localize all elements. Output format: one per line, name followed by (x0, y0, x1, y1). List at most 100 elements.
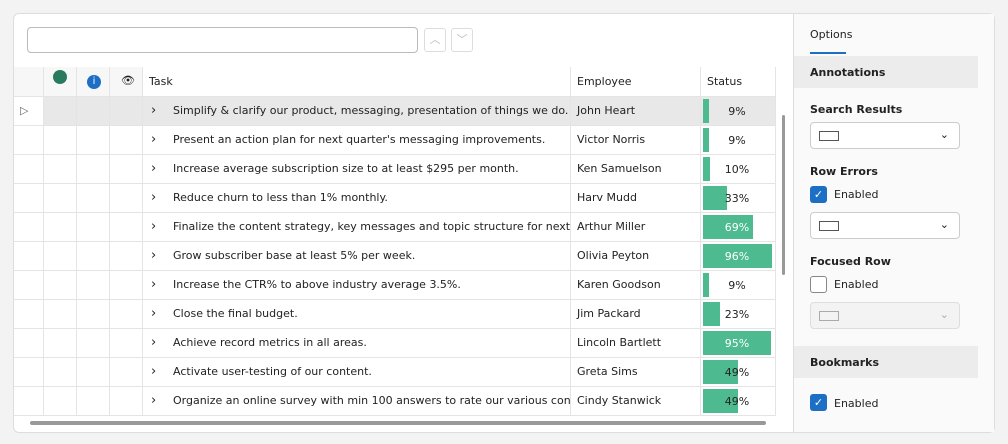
row-cell (110, 300, 143, 329)
row-cell (44, 213, 77, 242)
employee-cell[interactable]: Olivia Peyton (571, 242, 701, 271)
task-cell[interactable]: Simplify & clarify our product, messagin… (143, 97, 571, 126)
label: Focused Row (810, 255, 891, 268)
employee-cell[interactable]: Ken Samuelson (571, 155, 701, 184)
employee-cell[interactable]: Arthur Miller (571, 213, 701, 242)
task-cell[interactable]: Organize an online survey with min 100 a… (143, 387, 571, 416)
employee-cell[interactable]: John Heart (571, 97, 701, 126)
status-label: 23% (724, 308, 750, 321)
column-header[interactable]: Employee (571, 67, 701, 97)
search-box[interactable] (27, 27, 418, 53)
row-cell (77, 213, 110, 242)
row-cell (44, 271, 77, 300)
dropdown[interactable]: ⌄ (810, 212, 960, 239)
task-cell[interactable]: Present an action plan for next quarter'… (143, 126, 571, 155)
row-cell (77, 155, 110, 184)
expand-icon[interactable]: › (151, 364, 157, 379)
row-cell (44, 358, 77, 387)
status-bar (703, 128, 710, 152)
expand-icon[interactable]: › (151, 219, 157, 234)
status-bar (703, 157, 711, 181)
row-cell (14, 387, 44, 416)
task-cell[interactable]: Close the final budget. (143, 300, 571, 329)
row-cell (77, 387, 110, 416)
employee-cell[interactable]: Harv Mudd (571, 184, 701, 213)
down-button[interactable]: ﹀ (451, 28, 473, 52)
expand-icon[interactable]: › (151, 277, 157, 292)
status-bar (703, 389, 739, 413)
h-scrollbar[interactable] (30, 421, 766, 425)
checkbox[interactable] (810, 276, 827, 293)
status-label: 49% (724, 366, 750, 379)
task-cell[interactable]: Increase average subscription size to at… (143, 155, 571, 184)
status-bar (703, 273, 710, 297)
row-cell (110, 387, 143, 416)
expand-icon[interactable]: › (151, 393, 157, 408)
row-cell (77, 358, 110, 387)
tab-indicator (810, 52, 846, 54)
checkbox[interactable]: ✓ (810, 394, 827, 411)
row-cell (110, 213, 143, 242)
expand-icon[interactable]: › (151, 161, 157, 176)
task-cell[interactable]: Grow subscriber base at least 5% per wee… (143, 242, 571, 271)
employee-cell[interactable]: Lincoln Bartlett (571, 329, 701, 358)
expand-icon[interactable]: › (151, 248, 157, 263)
row-cell (110, 126, 143, 155)
status-cell (701, 97, 776, 126)
employee-cell[interactable]: Karen Goodson (571, 271, 701, 300)
task-cell[interactable]: Reduce churn to less than 1% monthly. (143, 184, 571, 213)
task-cell[interactable]: Achieve record metrics in all areas. (143, 329, 571, 358)
row-cell (77, 300, 110, 329)
task-cell[interactable]: Finalize the content strategy, key messa… (143, 213, 571, 242)
expand-icon[interactable]: › (151, 335, 157, 350)
status-bar (703, 331, 772, 355)
up-button[interactable]: ︿ (424, 28, 446, 52)
status-label: 49% (724, 395, 750, 408)
expand-icon[interactable]: › (151, 306, 157, 321)
row-cell (14, 155, 44, 184)
status-bar (703, 215, 753, 239)
label: Enabled (834, 397, 879, 410)
heading: Bookmarks (810, 356, 879, 369)
row-cell (14, 358, 44, 387)
status-cell (701, 126, 776, 155)
label: Search Results (810, 103, 903, 116)
dropdown[interactable]: ⌄ (810, 302, 960, 329)
task-cell[interactable]: Increase the CTR% to above industry aver… (143, 271, 571, 300)
row-cell (44, 242, 77, 271)
header-cell: 👁 (110, 67, 143, 97)
status-bar (703, 244, 773, 268)
task-cell[interactable]: Activate user-testing of our content. (143, 358, 571, 387)
status-label: 96% (724, 250, 750, 263)
row-cell (77, 329, 110, 358)
employee-cell[interactable]: Cindy Stanwick (571, 387, 701, 416)
dropdown[interactable]: ⌄ (810, 122, 960, 149)
label: Enabled (834, 188, 879, 201)
status-label: 95% (724, 337, 750, 350)
status-bar (703, 360, 739, 384)
employee-cell[interactable]: Greta Sims (571, 358, 701, 387)
column-header[interactable]: Status (701, 67, 776, 97)
expand-icon[interactable]: › (151, 103, 157, 118)
label: Enabled (834, 278, 879, 291)
employee-cell[interactable]: Jim Packard (571, 300, 701, 329)
v-scrollbar[interactable] (782, 115, 785, 275)
row-cell (14, 184, 44, 213)
status-label: 69% (724, 221, 750, 234)
row-cell (110, 242, 143, 271)
expand-icon[interactable]: › (151, 132, 157, 147)
row-cell (110, 358, 143, 387)
expand-icon[interactable]: › (151, 190, 157, 205)
row-cell (44, 329, 77, 358)
employee-cell[interactable]: Victor Norris (571, 126, 701, 155)
row-cell (14, 271, 44, 300)
column-header[interactable]: Task (143, 67, 571, 97)
row-cell (14, 300, 44, 329)
status-label: 9% (728, 105, 746, 118)
row-cell (14, 126, 44, 155)
header-cell (44, 67, 77, 97)
tab[interactable]: Options (810, 28, 853, 41)
row-cell (14, 242, 44, 271)
checkbox[interactable]: ✓ (810, 186, 827, 203)
header-cell: i (77, 67, 110, 97)
